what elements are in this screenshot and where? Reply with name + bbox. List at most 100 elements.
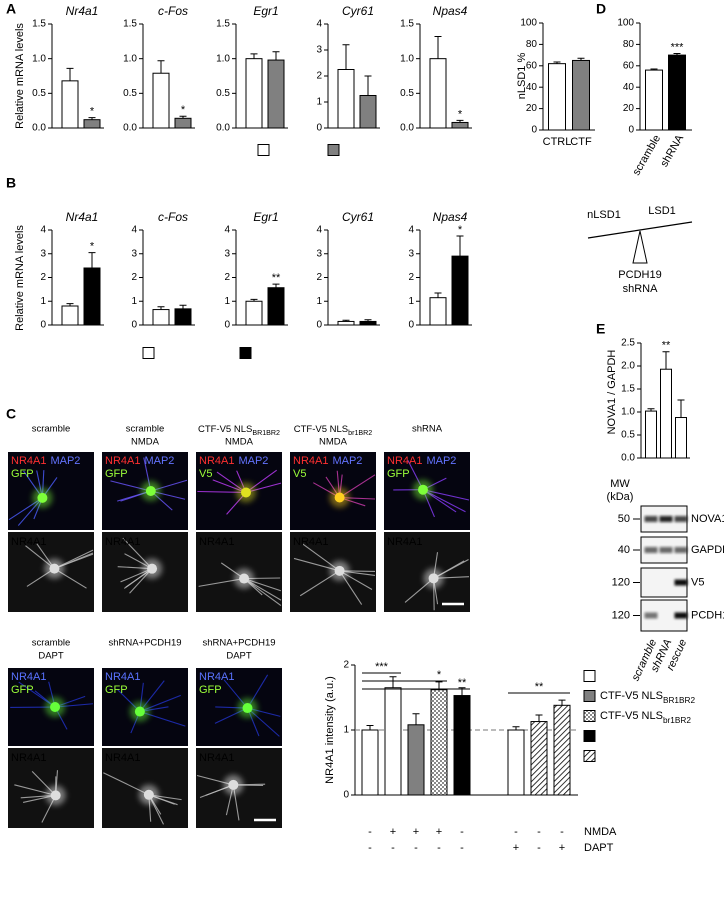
error-bar [250, 298, 258, 302]
y-tick-label: 0 [40, 320, 46, 331]
channel-label: NR4A1 [105, 671, 140, 683]
bar [645, 69, 663, 131]
legend-label-sub: BR1BR2 [663, 696, 696, 705]
channel-label: GFP [11, 684, 34, 696]
error-bar [272, 283, 280, 288]
chart-title: Cyr61 [342, 4, 374, 18]
soma [143, 789, 154, 800]
chart-title: Cyr61 [342, 210, 374, 224]
error-bar [66, 303, 74, 306]
y-tick-label: 1.0 [123, 53, 137, 64]
error-bar [677, 399, 685, 418]
y-tick-label: 40 [526, 82, 538, 93]
error-bar [577, 57, 585, 61]
blot-row-name: NOVA1 [691, 513, 724, 525]
channel-label: NR4A1 [199, 752, 234, 764]
error-bar [434, 292, 442, 298]
error-bar [366, 724, 374, 730]
column-header: NMDA [131, 437, 160, 448]
soma [228, 779, 239, 790]
channel-name: V5 [293, 468, 306, 480]
blot-row-name: GAPDH [691, 544, 724, 556]
soma [147, 563, 158, 574]
y-axis-title: nLSD1 % [516, 53, 528, 100]
y-axis-title: NR4A1 intensity (a.u.) [324, 676, 336, 784]
bar [429, 58, 447, 129]
legend-label-sub: br1BR2 [663, 716, 691, 725]
error-bar [157, 306, 165, 310]
channel-name: GFP [199, 684, 222, 696]
blot-mw-title: MW [610, 478, 630, 490]
y-tick-label: 0 [343, 790, 349, 801]
y-tick-label: 0 [408, 320, 414, 331]
error-bar [435, 681, 443, 690]
channel-label: NR4A1 [105, 752, 140, 764]
y-tick-label: 0 [628, 125, 634, 136]
channel-label: NR4A1 MAP2 [387, 455, 456, 467]
condition-mark: + [559, 842, 565, 854]
channel-name: GFP [387, 468, 410, 480]
y-tick-label: 1.5 [216, 19, 230, 30]
condition-mark: - [437, 842, 441, 854]
y-tick-label: 0 [224, 320, 230, 331]
y-tick-label: 4 [316, 19, 322, 30]
channel-label: NR4A1 [11, 752, 46, 764]
significance-label: * [181, 104, 186, 116]
y-tick-label: 1 [224, 296, 230, 307]
error-bar [434, 35, 442, 59]
channel-label: NR4A1 [11, 671, 46, 683]
column-header: DAPT [226, 651, 252, 662]
blot-band [644, 547, 658, 553]
channel-name: MAP2 [238, 455, 268, 467]
micrograph-color [8, 452, 94, 530]
y-tick-label: 1 [40, 296, 46, 307]
legend-swatch [257, 144, 270, 156]
column-header: CTF-V5 NLSBR1BR2 [198, 424, 280, 437]
blot-band [674, 612, 688, 619]
significance-label: * [90, 240, 95, 252]
channel-name: NR4A1 [11, 671, 46, 683]
y-tick-label: 1.5 [400, 19, 414, 30]
y-tick-label: 2 [316, 272, 322, 283]
y-tick-label: 100 [617, 18, 634, 29]
soma [334, 492, 345, 503]
y-tick-label: 0.5 [621, 430, 635, 441]
channel-name: V5 [199, 468, 212, 480]
channel-name: MAP2 [50, 455, 80, 467]
channel-label: V5 [293, 468, 306, 480]
blot-band [659, 547, 673, 553]
y-tick-label: 3 [224, 248, 230, 259]
y-tick-label: 100 [520, 18, 537, 29]
channel-name: NR4A1 [105, 455, 140, 467]
channel-name: GFP [105, 684, 128, 696]
significance-label: * [437, 669, 442, 681]
column-header: shRNA+PCDH19 [202, 638, 275, 649]
y-tick-label: 0.0 [32, 123, 46, 134]
channel-name: GFP [105, 468, 128, 480]
y-tick-label: 0 [131, 320, 137, 331]
channel-name: NR4A1 [387, 455, 422, 467]
y-axis-title: Relative mRNA levels [14, 23, 26, 129]
condition-mark: - [514, 826, 518, 838]
blot-row-name: PCDH19 [691, 609, 724, 621]
channel-label: V5 [199, 468, 212, 480]
significance-label: * [90, 106, 95, 118]
error-bar [88, 117, 96, 120]
soma [49, 563, 60, 574]
column-header: shRNA [412, 424, 443, 435]
legend-label-main: CTF-V5 NLS [600, 710, 663, 722]
channel-name: MAP2 [332, 455, 362, 467]
error-bar [88, 252, 96, 268]
blot-mw: 120 [612, 576, 630, 588]
y-axis-title: NOVA1 / GAPDH [606, 350, 618, 435]
y-tick-label: 1.0 [216, 53, 230, 64]
y-tick-label: 2 [224, 272, 230, 283]
channel-label: GFP [199, 684, 222, 696]
significance-label: ** [535, 681, 544, 693]
blot-band [674, 579, 688, 586]
channel-label: NR4A1 MAP2 [11, 455, 80, 467]
y-tick-label: 60 [526, 60, 538, 71]
condition-mark: - [368, 826, 372, 838]
channel-name: MAP2 [426, 455, 456, 467]
